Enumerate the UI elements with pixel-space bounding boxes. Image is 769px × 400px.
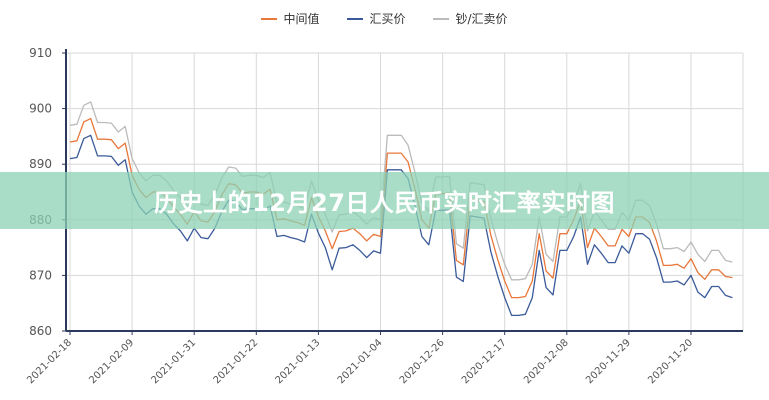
series-line-1	[69, 134, 733, 317]
legend-swatch-buy	[347, 17, 364, 20]
legend-label-buy: 汇买价	[369, 12, 406, 26]
legend-item-mid[interactable]: 中间值	[261, 10, 319, 27]
x-axis-ticks: 2021-02-18 2021-02-09 2021-01-31 2021-01-22…	[25, 337, 695, 386]
x-tick-label: 2020-12-26	[398, 337, 447, 386]
x-tick-label: 2021-02-18	[25, 337, 74, 386]
legend-swatch-mid	[261, 17, 278, 20]
y-tick-label: 860	[29, 324, 52, 338]
x-tick-label: 2020-12-08	[522, 337, 571, 386]
y-tick-label: 910	[29, 46, 52, 60]
legend-swatch-sell	[433, 17, 450, 20]
x-tick-label: 2021-01-13	[274, 337, 323, 386]
legend-item-buy[interactable]: 汇买价	[347, 10, 405, 27]
chart-legend: 中间值 汇买价 钞/汇卖价	[0, 10, 769, 27]
y-tick-label: 870	[29, 268, 52, 282]
y-tick-label: 890	[29, 157, 52, 171]
y-tick-label: 900	[29, 102, 52, 116]
x-tick-label: 2021-01-31	[149, 337, 198, 386]
x-tick-label: 2021-01-04	[336, 337, 385, 386]
legend-label-sell: 钞/汇卖价	[455, 12, 508, 26]
page-title: 历史上的12月27日人民币实时汇率实时图	[154, 189, 615, 217]
title-banner: 历史上的12月27日人民币实时汇率实时图	[0, 172, 769, 229]
x-tick-label: 2020-11-20	[646, 337, 695, 386]
legend-label-mid: 中间值	[283, 12, 320, 26]
x-tick-label: 2021-02-09	[87, 337, 136, 386]
x-tick-label: 2021-01-22	[212, 337, 261, 386]
x-tick-label: 2020-12-17	[460, 337, 509, 386]
x-tick-label: 2020-11-29	[584, 337, 633, 386]
legend-item-sell[interactable]: 钞/汇卖价	[433, 10, 508, 27]
